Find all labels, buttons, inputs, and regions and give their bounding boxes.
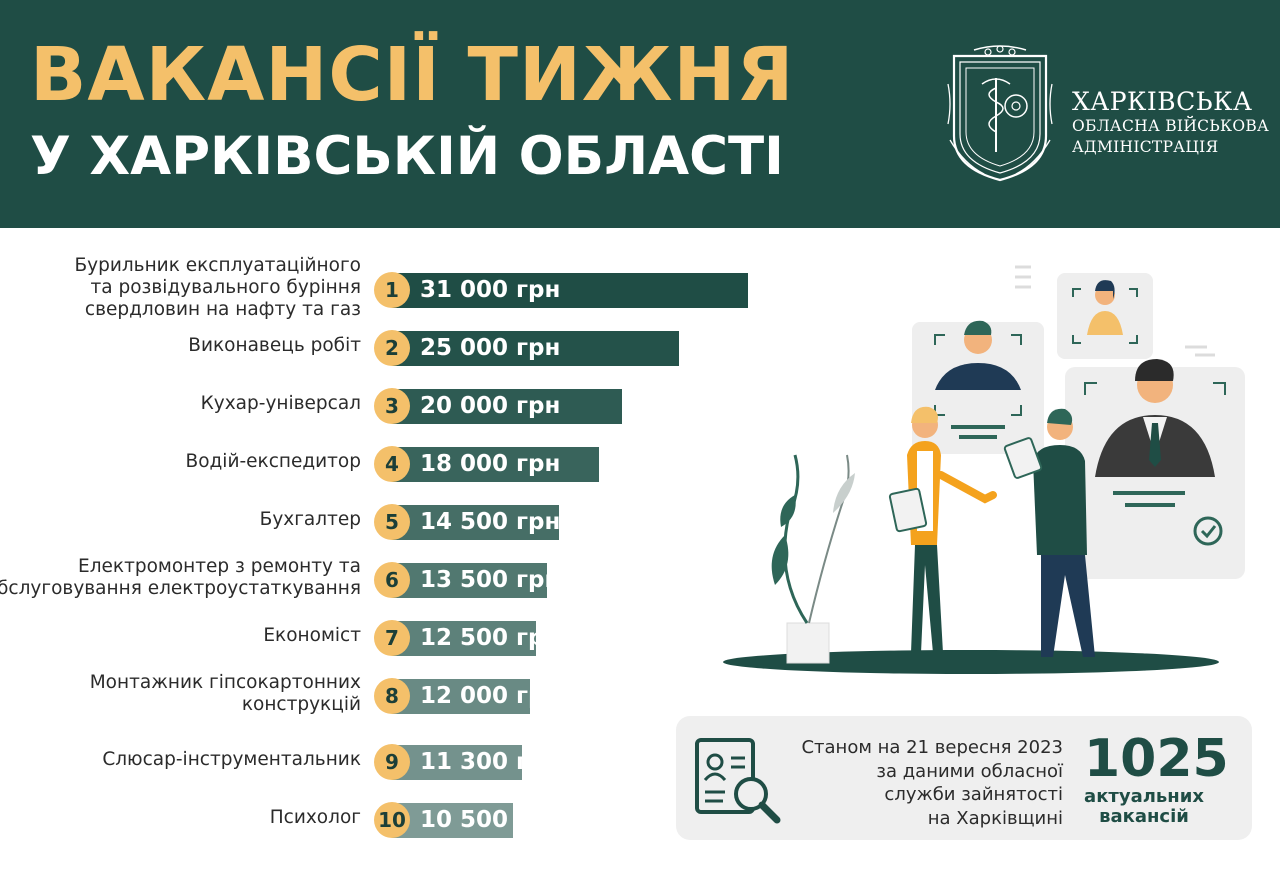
job-title-line: Водій-експедитор	[185, 451, 362, 472]
header-banner: ВАКАНСІЇ ТИЖНЯ У ХАРКІВСЬКІЙ ОБЛАСТІ ХАР…	[0, 0, 1280, 228]
summary-text-line: на Харківщині	[927, 807, 1063, 829]
salary-label: 14 500 грн	[420, 509, 561, 535]
job-title-line: Монтажник гіпсокартонних	[89, 672, 361, 693]
org-name: ХАРКІВСЬКА	[1072, 87, 1253, 116]
bar	[392, 803, 513, 838]
resume-search-icon	[695, 738, 781, 824]
rank-badge: 10	[374, 802, 410, 838]
job-title: Економіст	[263, 625, 361, 647]
salary-label: 18 000 грн	[420, 451, 561, 477]
salary-label: 25 000 грн	[420, 335, 561, 361]
salary-label: 10 500 грн	[420, 807, 561, 833]
title-line-2: У ХАРКІВСЬКІЙ ОБЛАСТІ	[30, 126, 784, 187]
bar	[392, 331, 679, 366]
bar	[392, 389, 622, 424]
job-title-line: Економіст	[263, 625, 361, 646]
job-title-line: обслуговування електроустаткування	[0, 578, 361, 599]
rank-badge: 5	[374, 504, 410, 540]
salary-label: 12 000 грн	[420, 683, 561, 709]
recruitment-illustration	[723, 265, 1245, 674]
rank-badge: 6	[374, 562, 410, 598]
job-title: Монтажник гіпсокартонних конструкцій	[90, 672, 361, 716]
org-subtitle-line-2: АДМІНІСТРАЦІЯ	[1072, 138, 1219, 156]
rank-badge: 1	[374, 272, 410, 308]
job-title-line: Бурильник експлуатаційного	[74, 255, 361, 276]
rank-badge: 3	[374, 388, 410, 424]
bar	[392, 679, 530, 714]
bar	[392, 745, 522, 780]
org-name-block: ХАРКІВСЬКА ОБЛАСНА ВІЙСЬКОВА АДМІНІСТРАЦ…	[1072, 88, 1269, 158]
rank-badge: 7	[374, 620, 410, 656]
job-title: Психолог	[270, 807, 361, 829]
bar	[392, 447, 599, 482]
salary-label: 20 000 грн	[420, 393, 561, 419]
summary-text-line: за даними обласної	[876, 760, 1063, 782]
rank-badge: 4	[374, 446, 410, 482]
salary-label: 31 000 грн	[420, 277, 561, 303]
rank-badge: 2	[374, 330, 410, 366]
vacancy-count-label-line: актуальних	[1084, 786, 1204, 807]
salary-label: 13 500 грн	[420, 567, 561, 593]
job-title-line: Електромонтер з ремонту та	[78, 556, 361, 577]
summary-text-line: Станом на 21 вересня 2023	[801, 737, 1063, 758]
salary-label: 12 500 грн	[420, 625, 561, 651]
vacancy-count-label-line: вакансій	[1099, 806, 1189, 827]
job-title-line: Бухгалтер	[259, 509, 361, 530]
salary-label: 11 300 грн	[420, 749, 561, 775]
job-title: Бурильник експлуатаційного та розвідуваль…	[74, 255, 361, 321]
summary-text-line: служби зайнятості	[884, 784, 1063, 805]
summary-text: Станом на 21 вересня 2023 за даними обла…	[801, 736, 1063, 830]
vacancy-count-label: актуальних вакансій	[1084, 787, 1204, 827]
job-title-line: та розвідувального буріння	[90, 277, 361, 298]
coat-of-arms-logo	[947, 45, 1053, 182]
org-subtitle-line-1: ОБЛАСНА ВІЙСЬКОВА	[1072, 117, 1270, 135]
job-title-line: Кухар-універсал	[200, 393, 361, 414]
job-title-line: Слюсар-інструментальник	[102, 749, 361, 770]
job-title-line: свердловин на нафту та газ	[84, 299, 361, 320]
bar	[392, 505, 559, 540]
job-title-line: конструкцій	[241, 694, 361, 715]
title-line-1: ВАКАНСІЇ ТИЖНЯ	[30, 32, 795, 118]
job-title: Слюсар-інструментальник	[102, 749, 361, 771]
job-title-line: Виконавець робіт	[188, 335, 361, 356]
bar	[392, 273, 748, 308]
job-title-line: Психолог	[269, 807, 361, 828]
job-title: Кухар-універсал	[201, 393, 361, 415]
job-title: Електромонтер з ремонту та обслуговування…	[0, 556, 361, 600]
rank-badge: 8	[374, 678, 410, 714]
bar	[392, 563, 547, 598]
bar	[392, 621, 536, 656]
vacancy-count: 1025	[1084, 729, 1229, 789]
job-title: Водій-експедитор	[186, 451, 362, 473]
job-title: Бухгалтер	[260, 509, 361, 531]
rank-badge: 9	[374, 744, 410, 780]
job-title: Виконавець робіт	[188, 335, 361, 357]
